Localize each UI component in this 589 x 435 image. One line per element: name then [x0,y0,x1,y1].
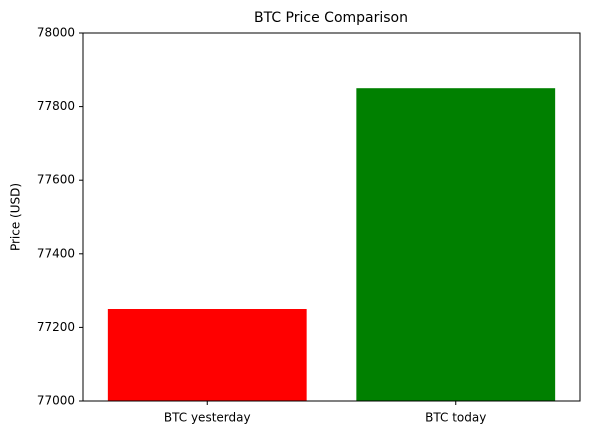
y-tick-label: 77800 [37,99,75,113]
y-tick-label: 78000 [37,26,75,40]
x-tick-label: BTC yesterday [164,411,251,425]
y-tick-label: 77600 [37,173,75,187]
x-tick-label: BTC today [425,411,486,425]
bar [356,88,556,401]
plot-frame [82,32,581,402]
y-axis-label: Price (USD) [9,183,23,251]
y-tick-label: 77200 [37,320,75,334]
y-tick-label: 77000 [37,394,75,408]
y-tick-label: 77400 [37,246,75,260]
bar [107,309,307,401]
chart-title: BTC Price Comparison [254,10,408,26]
